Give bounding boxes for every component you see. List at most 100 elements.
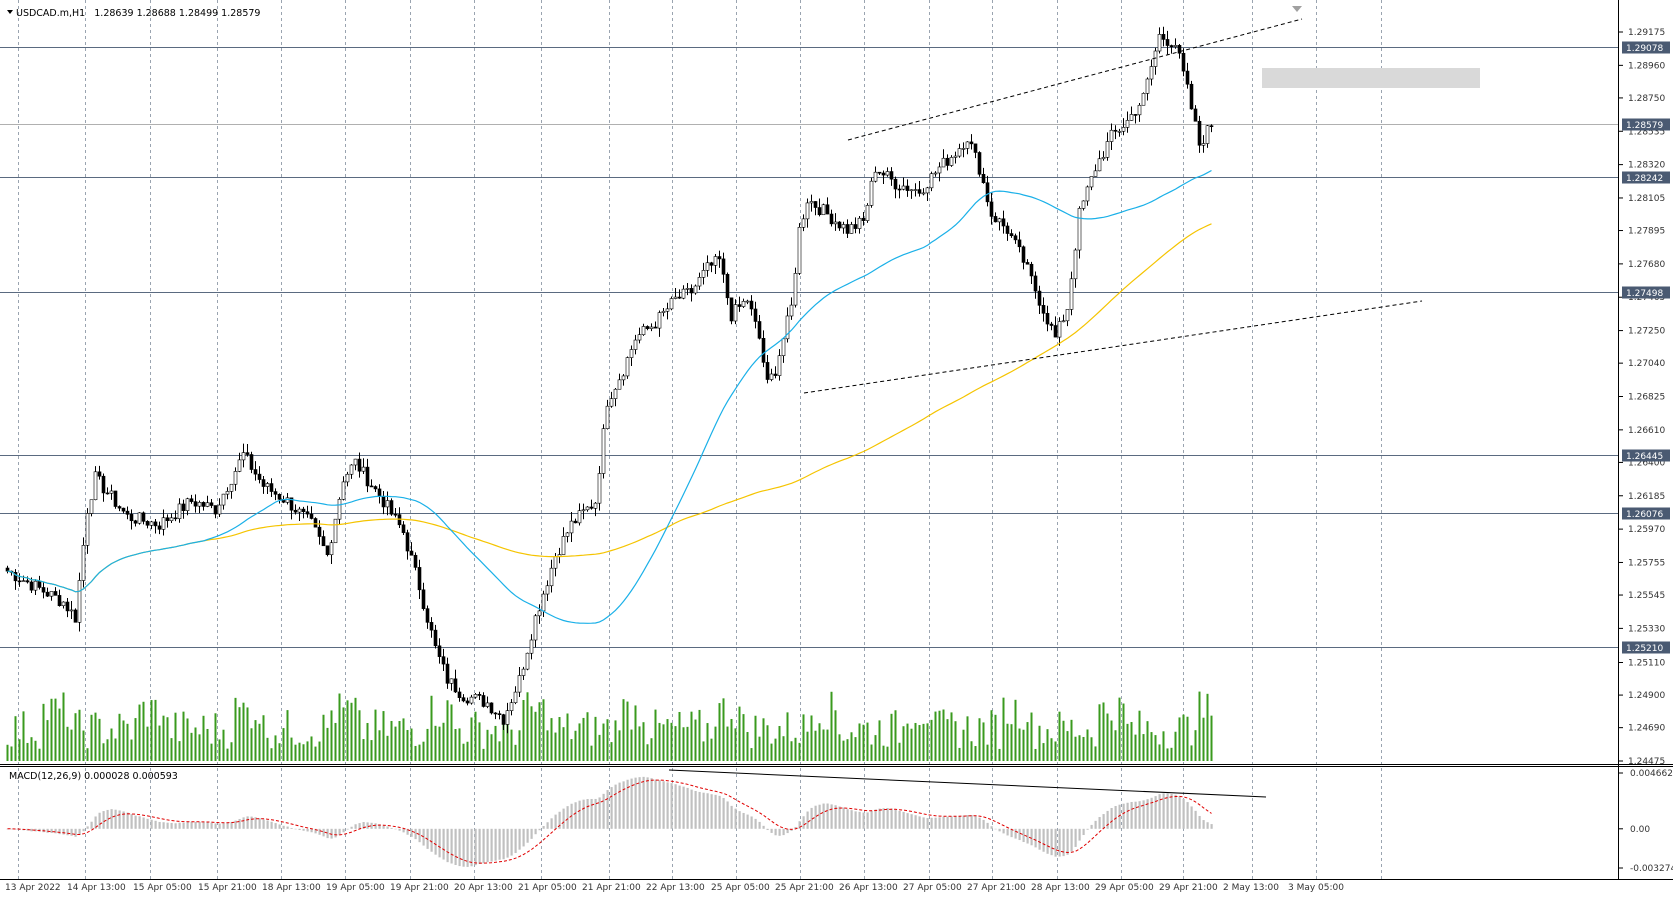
volume-bar [674, 726, 677, 761]
volume-bar [458, 728, 461, 761]
candle-body [829, 213, 834, 225]
macd-bar [950, 816, 953, 829]
macd-bar [1110, 807, 1113, 829]
candle-body [989, 201, 994, 217]
volume-bar [842, 740, 845, 761]
macd-bar [1154, 796, 1157, 829]
macd-bar [54, 828, 57, 834]
volume-bar [726, 726, 729, 761]
volume-bar [222, 729, 225, 761]
candle-body [1037, 290, 1042, 306]
macd-bar [834, 805, 837, 829]
macd-bar [1210, 824, 1213, 829]
candle-body [181, 503, 186, 511]
candle-body [845, 224, 850, 234]
volume-bar [118, 713, 121, 761]
macd-bar [358, 823, 361, 829]
macd-bar [758, 821, 761, 829]
macd-bar [274, 823, 277, 829]
macd-bar [238, 818, 241, 829]
shift-marker-icon[interactable] [1292, 6, 1302, 12]
volume-bar [954, 721, 957, 761]
volume-bar [394, 726, 397, 761]
upper-trendline[interactable] [847, 18, 1303, 141]
volume-bar [990, 710, 993, 761]
volume-bar [250, 728, 253, 761]
macd-bar [934, 817, 937, 829]
candle-body [1061, 320, 1066, 323]
macd-bar [686, 787, 689, 829]
macd-bar [246, 816, 249, 829]
candle-body [425, 608, 430, 623]
macd-bar [518, 828, 521, 850]
volume-bar [794, 737, 797, 761]
macd-bar [306, 828, 309, 832]
candle-body [61, 601, 66, 607]
candle-body [97, 471, 102, 477]
macd-bar [734, 808, 737, 829]
macd-bar [614, 784, 617, 829]
candle-body [421, 589, 426, 609]
symbol-dropdown-icon[interactable] [7, 10, 13, 14]
volume-bar [90, 714, 93, 761]
candle-body [157, 525, 162, 530]
volume-bar [862, 724, 865, 761]
horizontal-levels[interactable] [0, 47, 1618, 648]
candle-body [1193, 108, 1198, 122]
macd-bar [290, 827, 293, 829]
volume-bar [662, 724, 665, 761]
candle-body [1141, 93, 1146, 106]
candle-body [325, 545, 330, 556]
volume-bar [1046, 729, 1049, 761]
volume-bar [206, 728, 209, 761]
volume-bar [734, 728, 737, 761]
volume-bar [1182, 714, 1185, 761]
volume-bar [938, 710, 941, 761]
candle-body [601, 428, 606, 474]
volume-bar [390, 720, 393, 761]
macd-bar [354, 824, 357, 829]
price-tick-label: 1.25755 [1628, 558, 1665, 568]
candle-body [521, 668, 526, 676]
volume-bar [266, 737, 269, 761]
macd-bar [798, 821, 801, 829]
macd-divergence-line[interactable] [668, 769, 1267, 798]
volume-bar [718, 703, 721, 761]
macd-bar [738, 811, 741, 829]
candle-body [649, 326, 654, 329]
volume-bar [1174, 731, 1177, 761]
macd-bar [386, 826, 389, 829]
candle-body [257, 473, 262, 480]
candle-body [977, 152, 982, 175]
volume-bar [1106, 713, 1109, 761]
candle-body [409, 550, 414, 556]
candle-body [545, 585, 550, 595]
macd-signal-line [7, 779, 1212, 864]
ma-slow-line [7, 223, 1212, 593]
macd-bar [1130, 801, 1133, 829]
lower-trendline[interactable] [803, 300, 1423, 394]
macd-bar [590, 798, 593, 829]
candle-body [57, 595, 62, 607]
volume-bar [590, 745, 593, 761]
candle-body [753, 308, 758, 322]
volume-bar [346, 700, 349, 761]
volume-bar [722, 698, 725, 761]
volume-bar [882, 745, 885, 761]
time-axis: 13 Apr 2022 14 Apr 13:00 15 Apr 05:00 15 Ap… [5, 883, 1344, 893]
candle-body [701, 270, 706, 278]
candle-body [561, 536, 566, 555]
time-label: 27 Apr 05:00 [903, 883, 962, 893]
volume-bar [210, 743, 213, 761]
macd-bar [630, 778, 633, 829]
volume-bar [1030, 712, 1033, 761]
price-tick-label: 1.28320 [1628, 161, 1665, 171]
candle-body [193, 501, 198, 507]
volume-bar [1122, 703, 1125, 761]
macd-bar [206, 822, 209, 829]
resistance-zone[interactable] [1262, 68, 1480, 88]
macd-bar [414, 828, 417, 840]
volume-bar [242, 702, 245, 761]
volume-bar [274, 735, 277, 761]
